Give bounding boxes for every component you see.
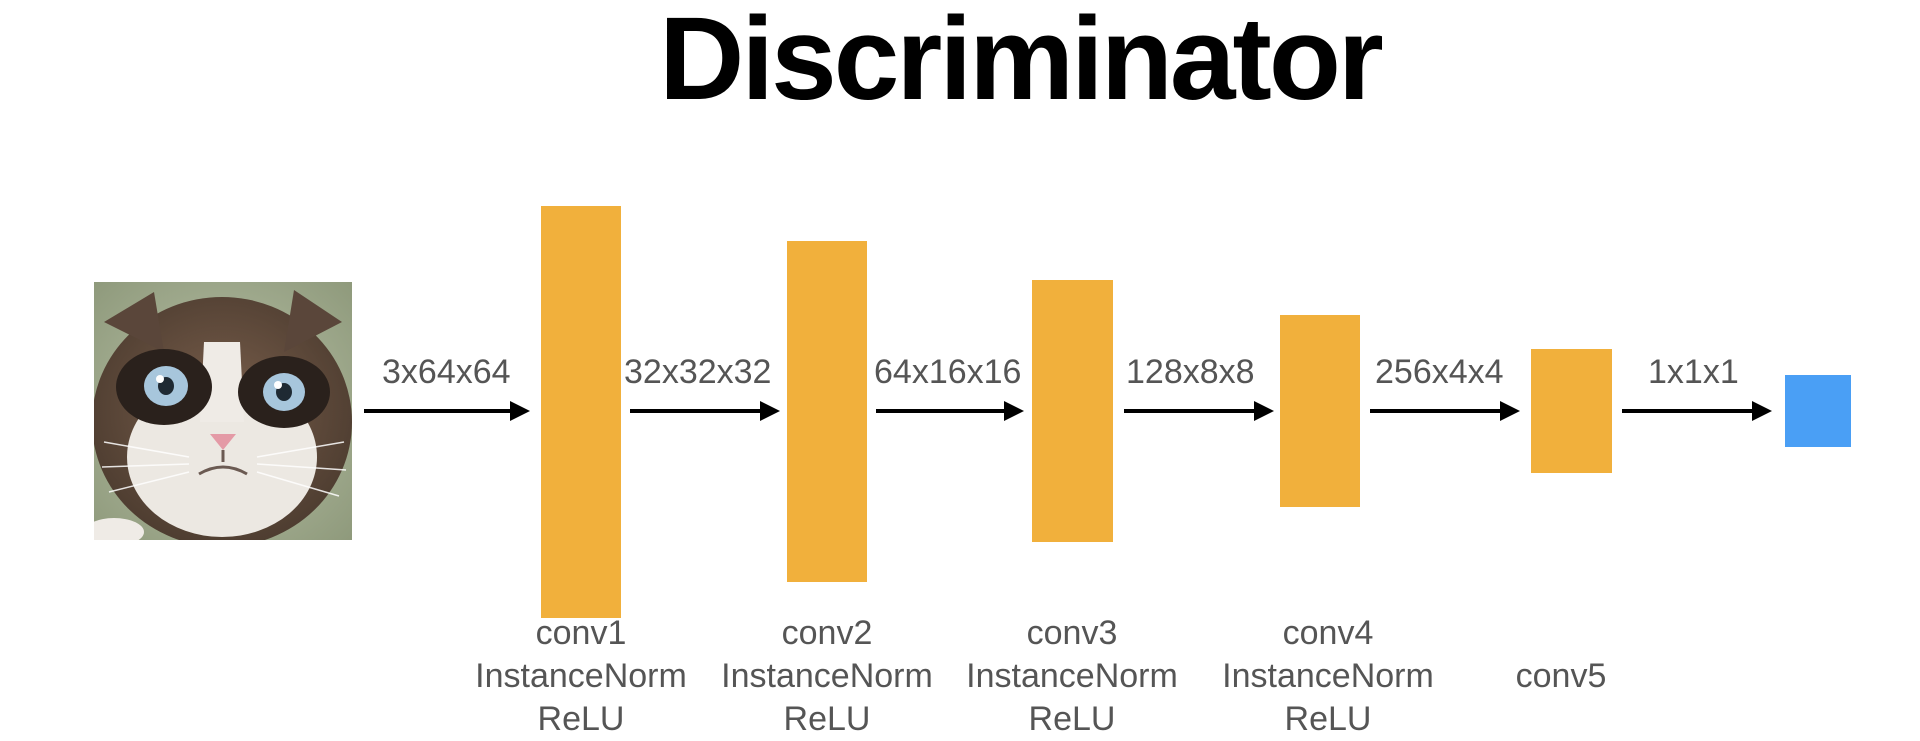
- conv2-block: [787, 241, 867, 582]
- dim-label-conv5: 1x1x1: [1648, 353, 1739, 391]
- conv3-norm: InstanceNorm: [966, 657, 1178, 695]
- conv5-block: [1531, 349, 1612, 473]
- conv3-label: conv3 InstanceNorm ReLU: [952, 612, 1192, 741]
- conv3-block: [1032, 280, 1113, 542]
- conv4-norm: InstanceNorm: [1222, 657, 1434, 695]
- dim-label-conv4: 256x4x4: [1375, 353, 1504, 391]
- conv1-act: ReLU: [537, 700, 625, 738]
- conv1-block: [541, 206, 621, 618]
- dim-label-conv2: 64x16x16: [874, 353, 1022, 391]
- conv2-name: conv2: [781, 614, 873, 652]
- input-cat-image: [94, 282, 352, 540]
- conv4-act: ReLU: [1284, 700, 1372, 738]
- dim-label-input: 3x64x64: [382, 353, 511, 391]
- conv1-label: conv1 InstanceNorm ReLU: [461, 612, 701, 741]
- conv3-act: ReLU: [1028, 700, 1116, 738]
- diagram-title: Discriminator: [659, 0, 1384, 125]
- conv2-act: ReLU: [783, 700, 871, 738]
- conv1-name: conv1: [535, 614, 627, 652]
- conv4-block: [1280, 315, 1360, 507]
- dim-label-conv1: 32x32x32: [624, 353, 772, 391]
- conv4-name: conv4: [1282, 614, 1374, 652]
- conv5-label: conv5: [1441, 655, 1681, 698]
- conv4-label: conv4 InstanceNorm ReLU: [1208, 612, 1448, 741]
- conv2-norm: InstanceNorm: [721, 657, 933, 695]
- output-block: [1785, 375, 1851, 447]
- conv1-norm: InstanceNorm: [475, 657, 687, 695]
- conv3-name: conv3: [1026, 614, 1118, 652]
- conv2-label: conv2 InstanceNorm ReLU: [707, 612, 947, 741]
- conv5-name: conv5: [1515, 657, 1607, 695]
- dim-label-conv3: 128x8x8: [1126, 353, 1255, 391]
